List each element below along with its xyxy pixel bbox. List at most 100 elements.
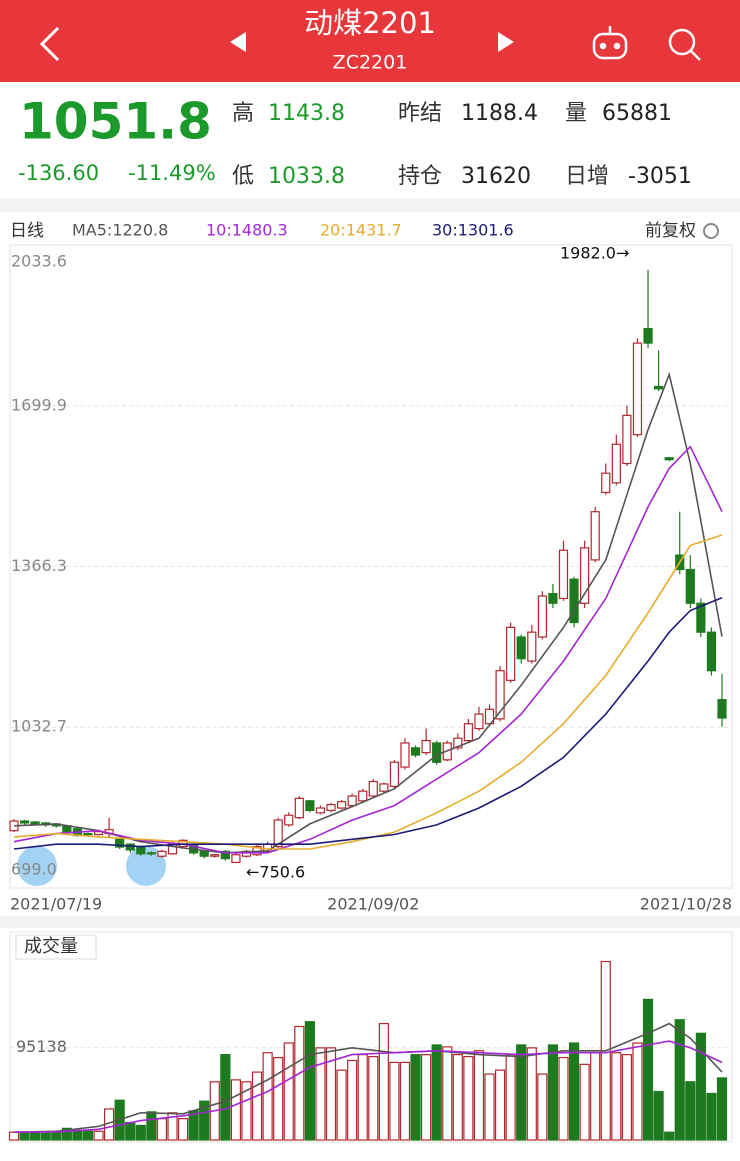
volume-bar bbox=[135, 1124, 146, 1141]
y-tick-label: 1699.9 bbox=[11, 395, 67, 414]
volume-bar bbox=[399, 1061, 411, 1141]
candle-body bbox=[294, 797, 304, 819]
field-value: 1143.8 bbox=[268, 101, 345, 126]
title: 动煤2201 bbox=[304, 6, 436, 40]
volume-bar bbox=[315, 1047, 326, 1141]
volume-bar bbox=[389, 1061, 400, 1141]
candle-body bbox=[558, 549, 569, 600]
period[interactable]: 日线 bbox=[10, 221, 44, 241]
volume-bar bbox=[473, 1050, 485, 1141]
volume-bar bbox=[431, 1044, 442, 1141]
volume-bar bbox=[220, 1054, 231, 1141]
legend-entry: 20:1431.7 bbox=[320, 221, 402, 240]
candle-body bbox=[706, 631, 717, 672]
volume-bar bbox=[230, 1079, 242, 1141]
volume-bar bbox=[484, 1073, 495, 1141]
volume-bar bbox=[283, 1042, 294, 1141]
candle-body bbox=[30, 821, 40, 825]
volume-bar bbox=[19, 1131, 30, 1141]
volume-bar bbox=[378, 1022, 389, 1141]
candle-body bbox=[664, 457, 674, 461]
next-button[interactable] bbox=[498, 32, 514, 52]
volume-bar bbox=[125, 1121, 136, 1141]
candle-body bbox=[326, 804, 336, 812]
y-tick-label: 1032.7 bbox=[11, 717, 67, 736]
adjust[interactable]: 前复权 bbox=[645, 221, 696, 241]
volume-bar bbox=[357, 1054, 368, 1141]
candle-body bbox=[432, 742, 442, 763]
volume-bar bbox=[547, 1044, 559, 1141]
annotation: 1982.0→ bbox=[560, 244, 629, 263]
candle-body bbox=[463, 723, 473, 742]
candle-body bbox=[83, 832, 93, 836]
overlay-button[interactable] bbox=[17, 846, 57, 886]
candle-body bbox=[601, 472, 611, 494]
candle-body bbox=[632, 342, 643, 436]
volume-bar bbox=[82, 1130, 94, 1141]
volume-bar bbox=[568, 1042, 580, 1141]
volume-bar bbox=[262, 1052, 273, 1141]
search-icon[interactable] bbox=[668, 28, 701, 61]
volume-bar bbox=[621, 1054, 632, 1141]
volume-bar bbox=[410, 1054, 421, 1141]
volume-bar bbox=[304, 1021, 315, 1141]
candle-body bbox=[622, 414, 632, 465]
back-button[interactable] bbox=[39, 26, 60, 62]
x-tick-label: 2021/09/02 bbox=[327, 895, 419, 914]
field-label: 低 bbox=[232, 164, 254, 189]
candle-body bbox=[685, 568, 695, 604]
volume-bar bbox=[368, 1055, 379, 1141]
volume-bar bbox=[325, 1047, 337, 1141]
volume-bar bbox=[642, 998, 654, 1141]
volume-bar bbox=[494, 1069, 506, 1141]
candle-body bbox=[474, 713, 484, 730]
candle-body bbox=[199, 850, 209, 857]
robot-icon[interactable] bbox=[592, 26, 628, 60]
volume-bar bbox=[716, 1077, 728, 1141]
legend-entry: 10:1480.3 bbox=[206, 221, 288, 240]
prev-button[interactable] bbox=[230, 32, 246, 52]
separator bbox=[0, 916, 740, 928]
volume-bar bbox=[156, 1118, 168, 1141]
candle-body bbox=[717, 699, 727, 719]
field-label: 高 bbox=[232, 101, 254, 126]
volume-bar bbox=[463, 1055, 474, 1141]
volume-bar bbox=[653, 1090, 664, 1141]
volume-bar bbox=[40, 1132, 51, 1141]
volume-bar bbox=[695, 1032, 706, 1141]
volume-bar bbox=[442, 1046, 453, 1141]
field-value: -3051 bbox=[628, 164, 692, 189]
change-pct: -11.49% bbox=[128, 161, 216, 185]
y-tick-label: 95138 bbox=[16, 1037, 67, 1056]
ma-line bbox=[13, 534, 723, 850]
legend-entry: 30:1301.6 bbox=[432, 221, 514, 240]
ma-line bbox=[13, 445, 723, 854]
volume-bar bbox=[8, 1131, 20, 1141]
field-label: 日增 bbox=[565, 164, 609, 189]
candle-body bbox=[146, 852, 156, 855]
code: ZC2201 bbox=[333, 52, 408, 74]
field-value: 65881 bbox=[602, 101, 672, 126]
candle-body bbox=[421, 739, 431, 754]
volume-bar bbox=[294, 1025, 305, 1141]
candle-body bbox=[389, 761, 400, 787]
volume-bar bbox=[336, 1069, 347, 1141]
x-tick-label: 2021/07/19 bbox=[10, 895, 102, 914]
candle-body bbox=[220, 850, 230, 860]
volume-bar bbox=[72, 1129, 83, 1141]
candle-body bbox=[580, 547, 590, 604]
settings-icon[interactable] bbox=[703, 223, 719, 239]
volume-bar bbox=[537, 1073, 548, 1141]
ma-line bbox=[13, 1040, 723, 1133]
volume-title-box bbox=[15, 934, 97, 960]
overlay-button[interactable] bbox=[126, 846, 166, 886]
volume-bar bbox=[177, 1118, 189, 1141]
volume-bar bbox=[516, 1044, 527, 1141]
candle-body bbox=[93, 831, 104, 836]
field-value: 1188.4 bbox=[461, 101, 538, 126]
top-bar bbox=[0, 0, 740, 82]
legend-entry: MA5:1220.8 bbox=[72, 221, 168, 240]
volume-bar bbox=[674, 1019, 685, 1141]
volume-bar bbox=[611, 1052, 622, 1141]
volume-bar bbox=[452, 1054, 463, 1141]
